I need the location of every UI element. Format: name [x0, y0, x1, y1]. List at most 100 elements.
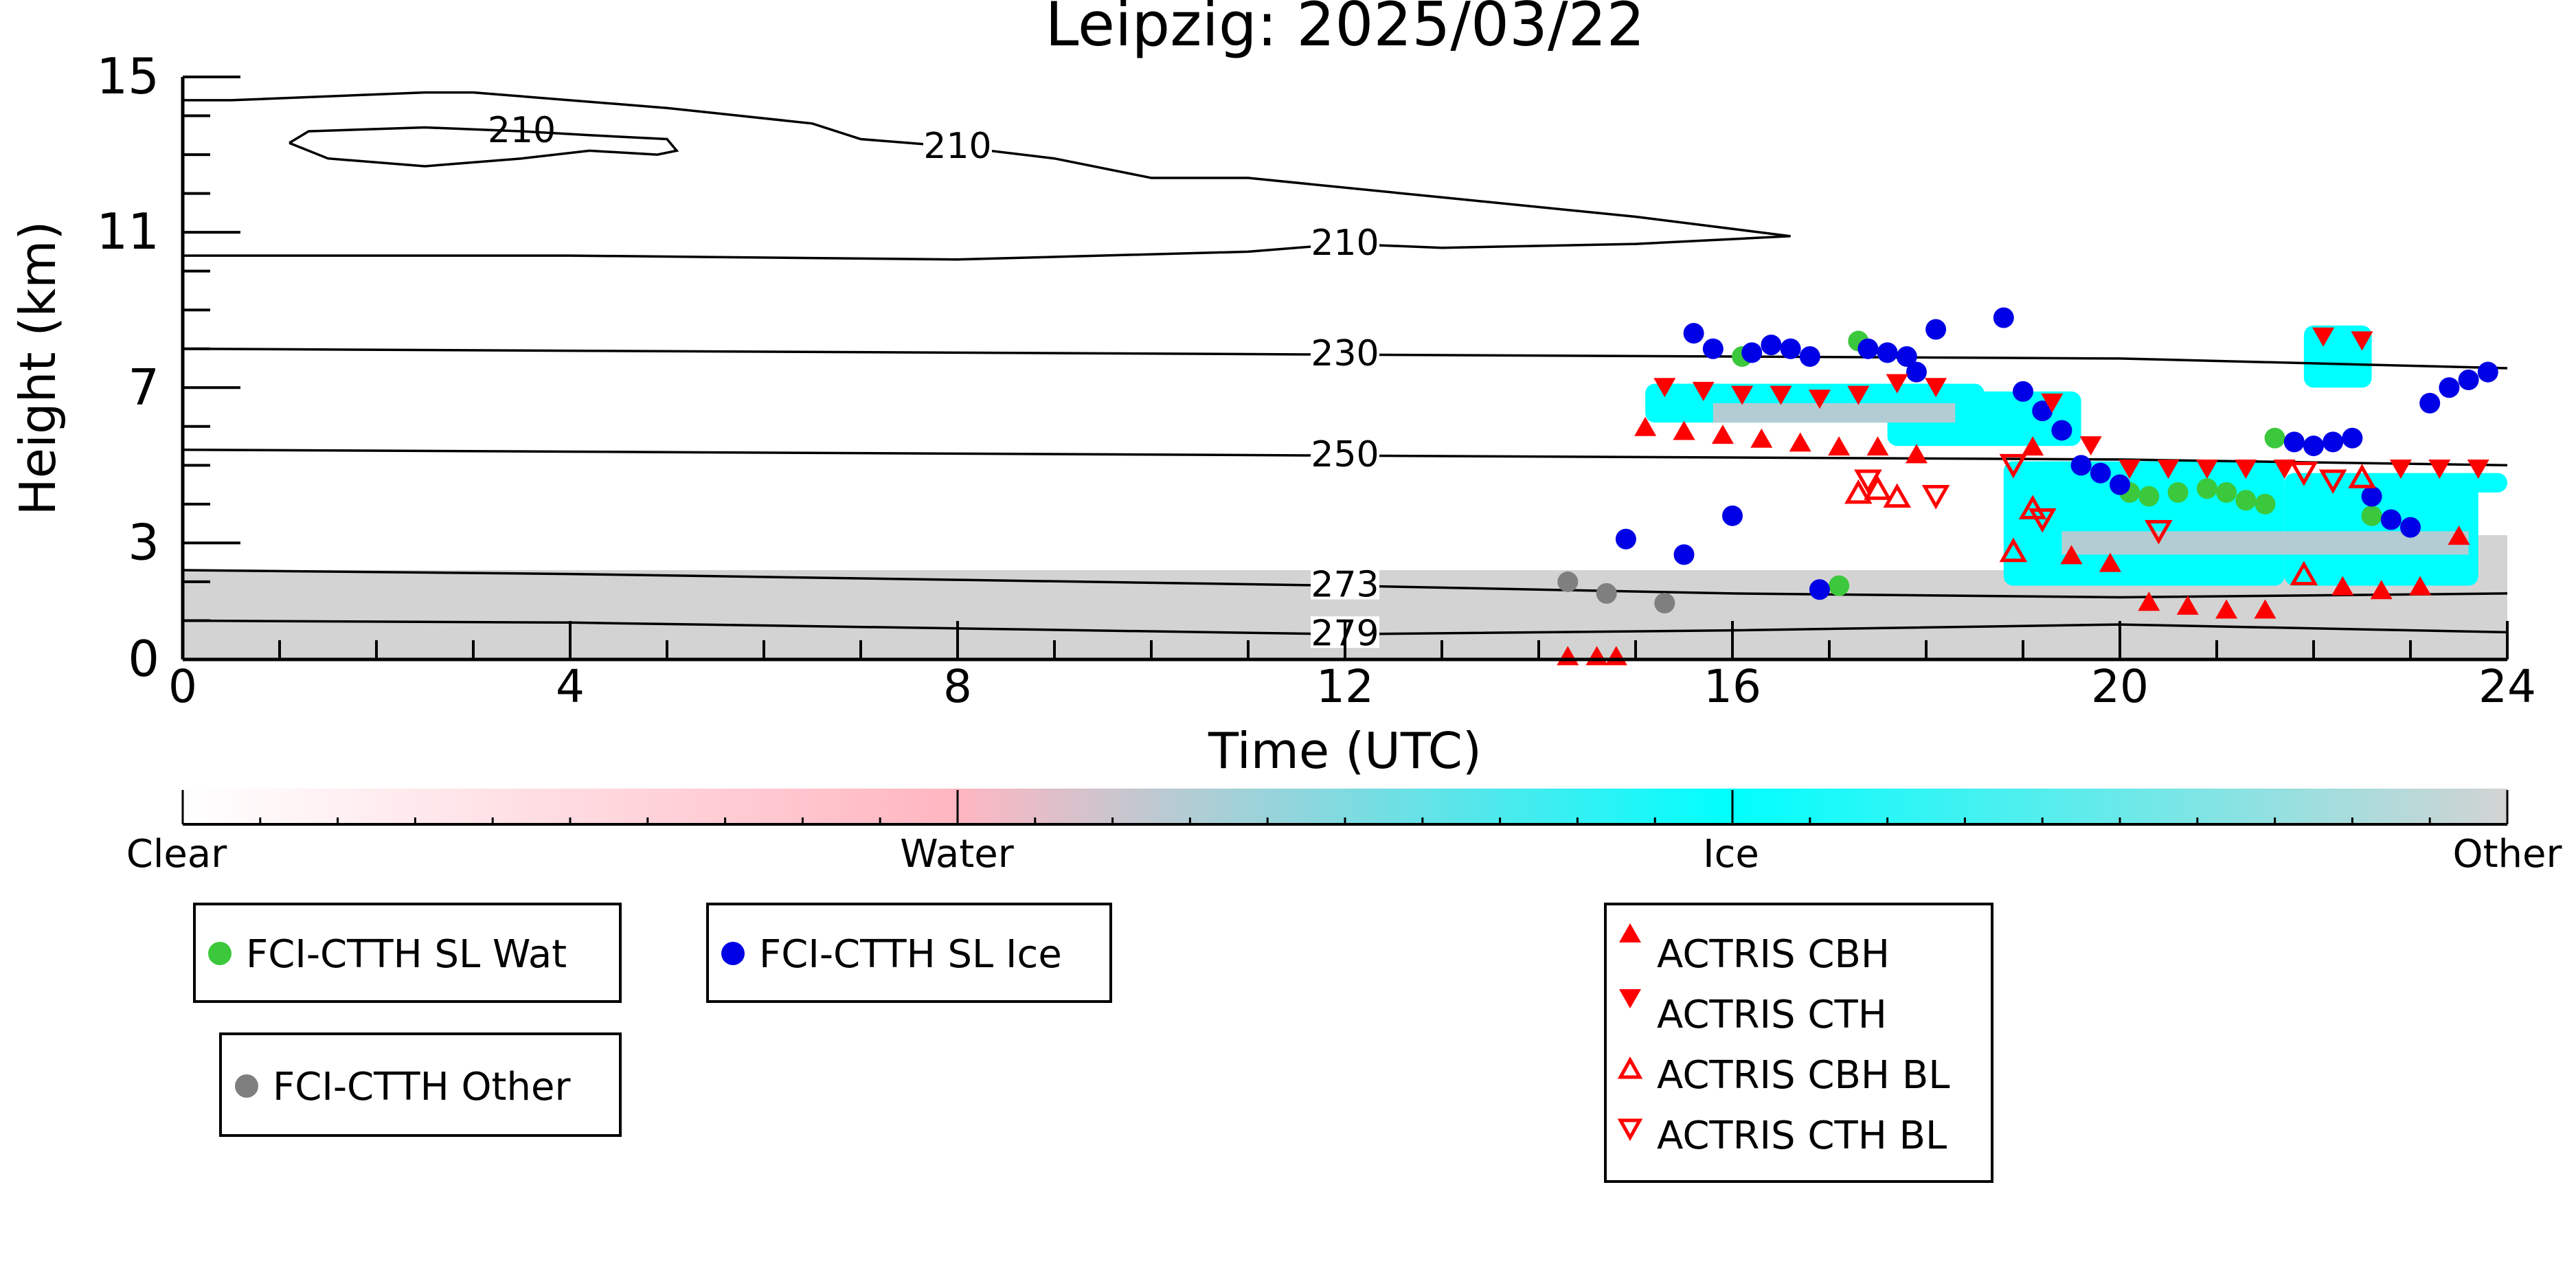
point-fci-ctth-sl-ice	[1780, 338, 1801, 359]
colorbar-ticks	[181, 790, 2509, 824]
legend-label-other: FCI-CTTH Other	[273, 1065, 571, 1109]
contour-label-210: 210	[923, 126, 991, 167]
point-actris-cth	[2079, 436, 2102, 456]
legend-box-actris: ACTRIS CBH ACTRIS CTH ACTRIS CBH BL ACTR…	[1604, 903, 1993, 1183]
water-streak-0	[1713, 403, 1956, 423]
point-actris-cbh	[2022, 436, 2044, 456]
point-fci-ctth-sl-ice	[2013, 381, 2033, 402]
point-actris-cbh	[1711, 425, 1734, 444]
point-actris-cbh	[1866, 436, 1889, 456]
water-streak-1	[2061, 531, 2469, 555]
point-actris-cbh-bl	[1999, 537, 2028, 563]
ice-region-3	[2284, 473, 2478, 586]
colorbar: Clear Water Ice Other	[126, 789, 2562, 877]
contour-label-bg-210	[923, 128, 992, 161]
point-fci-ctth-sl-ice	[2110, 474, 2130, 495]
point-actris-cth	[2389, 459, 2412, 479]
point-fci-ctth-sl-ice	[1993, 307, 2014, 328]
point-actris-cth	[1925, 378, 1947, 398]
y-tick-label: 11	[96, 203, 159, 260]
point-fci-ctth-sl-ice	[1702, 338, 1724, 359]
point-fci-ctth-sl-wat	[2196, 478, 2217, 499]
point-fci-ctth-sl-ice	[1809, 579, 1830, 600]
point-fci-ctth-sl-ice	[1906, 361, 1927, 383]
contour-line-210	[289, 126, 679, 168]
y-tick-label: 0	[128, 630, 159, 688]
point-fci-ctth-sl-ice	[1877, 342, 1898, 363]
point-fci-ctth-sl-ice	[2458, 369, 2479, 390]
x-tick-label: 4	[556, 660, 585, 713]
point-fci-ctth-other	[1596, 583, 1617, 604]
point-fci-ctth-sl-wat	[1829, 575, 1850, 596]
point-fci-ctth-sl-ice	[2380, 509, 2402, 530]
point-actris-cth-bl	[1999, 453, 2028, 479]
legends: FCI-CTTH SL Wat FCI-CTTH SL Ice FCI-CTTH…	[193, 903, 1993, 1183]
x-tick-label: 20	[2091, 660, 2149, 713]
point-actris-cbh	[2099, 552, 2121, 572]
y-tick-label: 15	[96, 47, 159, 105]
colorbar-label-clear: Clear	[126, 832, 227, 877]
point-fci-ctth-sl-ice	[1896, 346, 1917, 368]
point-actris-cbh	[2254, 599, 2276, 619]
point-actris-cth	[2428, 459, 2451, 479]
point-fci-ctth-sl-ice	[2090, 462, 2111, 484]
point-fci-ctth-sl-wat	[2235, 490, 2257, 511]
contour-label-250: 250	[1311, 434, 1379, 475]
point-actris-cbh	[2215, 599, 2238, 619]
legend-box-ice: FCI-CTTH SL Ice	[706, 903, 1112, 1003]
point-actris-cth	[1653, 378, 1676, 398]
point-actris-cbh	[2409, 576, 2432, 596]
x-tick-label: 0	[168, 660, 197, 713]
contour-label-210: 210	[1311, 223, 1379, 264]
point-actris-cbh	[1905, 444, 1928, 464]
legend-label-cth: ACTRIS CTH	[1657, 993, 1887, 1037]
point-actris-cth-bl	[2028, 508, 2057, 533]
legend-marker-cbh	[1619, 923, 1641, 942]
point-fci-ctth-sl-ice	[2342, 427, 2363, 449]
legend-box-other: FCI-CTTH Other	[219, 1032, 622, 1137]
point-fci-ctth-sl-ice	[1722, 505, 1743, 526]
point-fci-ctth-sl-ice	[1615, 528, 1636, 550]
point-actris-cbh	[1750, 428, 1773, 448]
x-axis-label: Time (UTC)	[1208, 722, 1482, 780]
point-actris-cbh	[1789, 432, 1811, 452]
contour-label-bg-250	[1311, 438, 1379, 470]
legend-label-cbh: ACTRIS CBH	[1657, 932, 1890, 977]
point-actris-cbh	[2331, 576, 2354, 596]
point-actris-cbh-bl	[1864, 475, 1892, 500]
legend-marker-other	[235, 1074, 258, 1098]
point-actris-cth	[1731, 385, 1754, 405]
legend-box-wat: FCI-CTTH SL Wat	[193, 903, 622, 1003]
point-actris-cbh	[2176, 595, 2199, 615]
y-tick-label: 3	[128, 513, 159, 571]
point-actris-cbh	[1828, 436, 1851, 456]
x-tick-label: 16	[1704, 660, 1761, 713]
axes: 0 4 8 12 16 20 24 0 3 7 11 15	[96, 47, 2536, 713]
point-fci-ctth-sl-ice	[2070, 455, 2092, 476]
point-fci-ctth-other	[1557, 571, 1579, 592]
point-fci-ctth-sl-wat	[2167, 482, 2189, 503]
point-fci-ctth-sl-wat	[2361, 505, 2382, 526]
point-fci-ctth-sl-ice	[2323, 431, 2344, 453]
point-fci-ctth-sl-ice	[1673, 544, 1695, 565]
legend-marker-wat	[208, 942, 231, 965]
x-tick-label: 8	[943, 660, 972, 713]
point-actris-cbh	[1673, 420, 1695, 440]
point-actris-cbh-bl	[2290, 561, 2318, 586]
point-fci-ctth-sl-ice	[2361, 486, 2382, 507]
point-fci-ctth-sl-ice	[1799, 346, 1820, 368]
legend-marker-ice	[721, 942, 745, 965]
legend-label-cth-bl: ACTRIS CTH BL	[1657, 1114, 1947, 1158]
point-actris-cth	[2119, 459, 2141, 479]
point-actris-cth-bl	[2318, 469, 2347, 494]
point-fci-ctth-sl-ice	[2032, 400, 2053, 422]
point-actris-cth	[2195, 459, 2218, 479]
x-tick-label: 24	[2478, 660, 2536, 713]
contour-label-210: 210	[488, 110, 556, 151]
chart-title: Leipzig: 2025/03/22	[1045, 0, 1645, 60]
contour-label-bg-210	[1311, 226, 1379, 258]
point-fci-ctth-sl-ice	[1761, 335, 1782, 356]
data-markers	[1557, 307, 2498, 666]
point-actris-cth-bl	[2145, 519, 2173, 545]
point-actris-cth-bl	[1921, 485, 1950, 510]
